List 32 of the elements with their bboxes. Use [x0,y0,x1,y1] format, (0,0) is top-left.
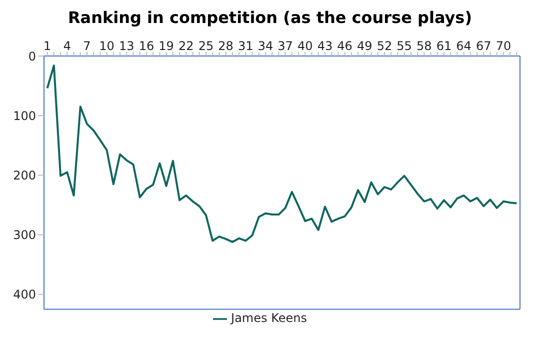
x-tick-label: 70 [496,39,512,53]
x-tick-label: 25 [198,39,214,53]
x-tick-label: 19 [158,39,174,53]
x-tick-label: 64 [456,39,472,53]
x-tick-label: 43 [317,39,333,53]
x-tick-label: 1 [43,39,52,53]
x-tick-label: 55 [396,39,412,53]
legend-label: James Keens [231,311,307,326]
x-tick-label: 58 [416,39,432,53]
y-tick-label: 0 [28,49,36,64]
x-tick-label: 52 [376,39,392,53]
line-series [46,64,518,243]
x-tick-label: 31 [238,39,254,53]
x-tick-label: 67 [476,39,492,53]
x-tick-label: 10 [99,39,114,53]
x-tick-label: 37 [278,39,293,53]
x-tick-label: 16 [138,39,154,53]
y-tick-label: 200 [13,168,36,182]
x-tick-label: 34 [258,39,274,53]
x-tick-label: 22 [178,39,194,53]
x-tick-label: 4 [63,39,71,53]
x-tick-label: 61 [436,39,452,53]
y-tick-label: 300 [13,228,36,242]
x-tick-label: 7 [83,39,91,53]
y-tick-label: 100 [13,108,36,123]
x-tick-label: 46 [337,39,352,53]
chart-title: Ranking in competition (as the course plays) [66,8,474,29]
y-tick-label: 400 [13,288,36,302]
x-tick-label: 13 [119,39,134,53]
x-tick-label: 49 [357,39,372,53]
x-tick-label: 40 [298,39,313,53]
x-tick-label: 28 [218,39,234,53]
